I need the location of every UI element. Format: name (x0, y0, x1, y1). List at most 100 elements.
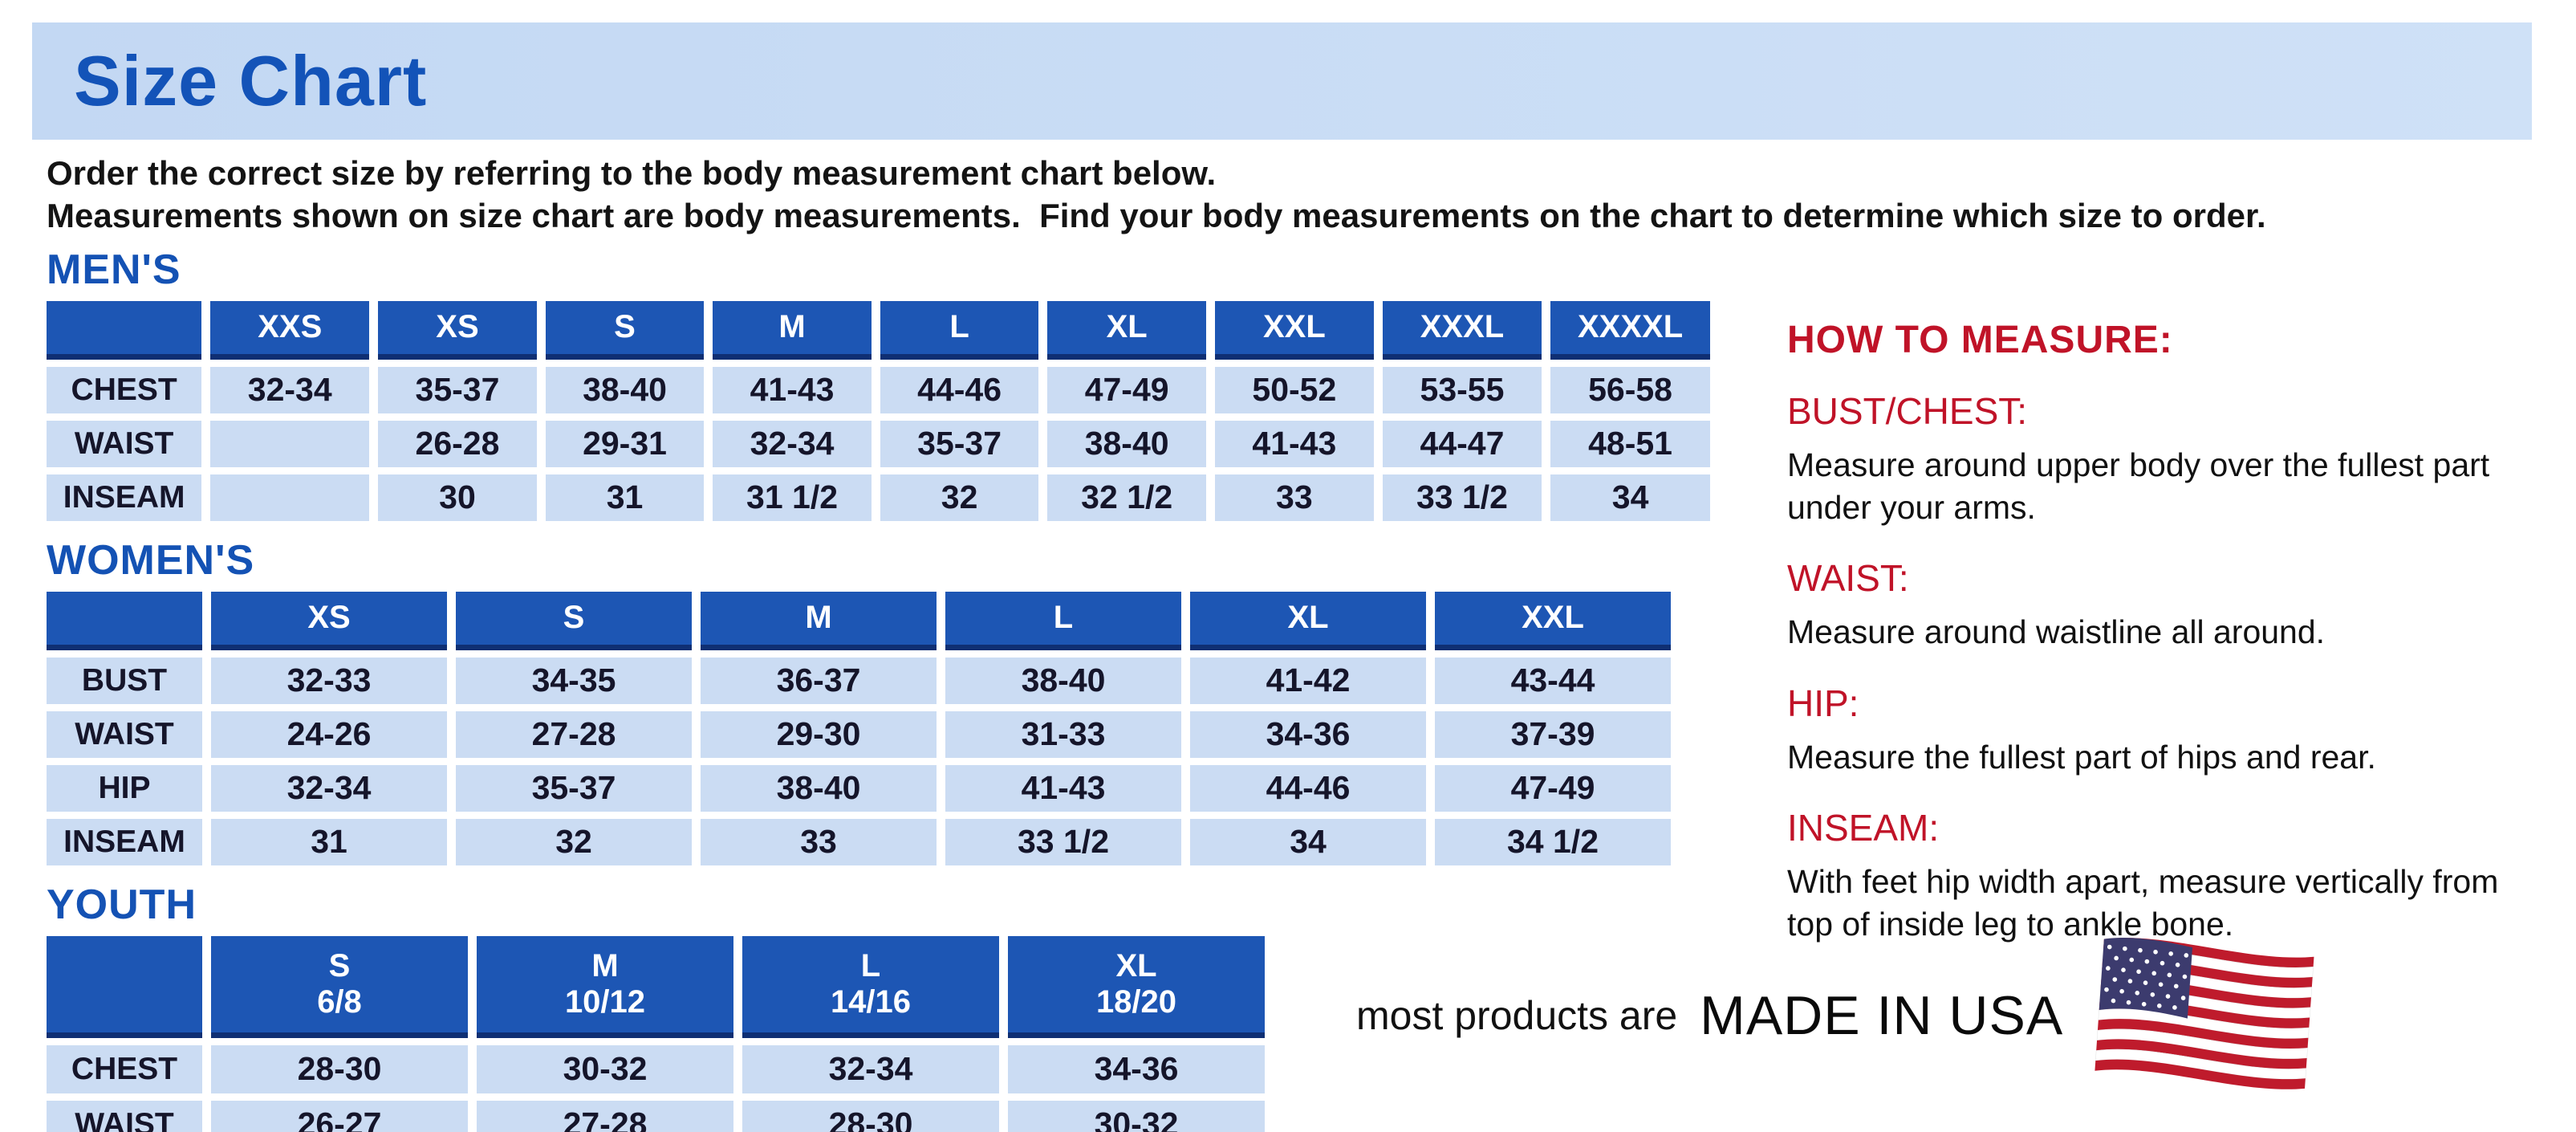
size-value-cell: 34-35 (456, 657, 692, 704)
size-value-cell: 27-28 (477, 1100, 733, 1132)
flag-star (2159, 982, 2164, 987)
size-value-cell: 34 1/2 (1435, 818, 1671, 865)
measurement-row-label: CHEST (47, 366, 202, 413)
flag-star (2104, 987, 2110, 992)
made-in-usa-footer: most products are MADE IN USA (1356, 919, 2326, 1112)
size-value-cell: 38-40 (945, 657, 1181, 704)
measurement-row-label: CHEST (47, 1044, 202, 1093)
mens-header-row: XXS XS S M L XL XXL XXXL XXXXL (47, 300, 1710, 360)
size-value-cell: 53-55 (1382, 366, 1542, 413)
inseam-label: INSEAM: (1787, 807, 1940, 849)
size-value-cell: 32-34 (742, 1044, 999, 1093)
size-value-cell: 32-34 (713, 420, 872, 467)
measurement-row-label: WAIST (47, 420, 202, 467)
inseam-instructions: With feet hip width apart, measure verti… (1787, 863, 2499, 943)
flag-star (2142, 1001, 2147, 1007)
flag-star (2144, 959, 2150, 964)
size-column-header: XXS (210, 300, 370, 360)
main-content: MEN'S XXS XS S M L XL XXL XXXL XXXXL CHEST 32-34 35… (0, 238, 2576, 1132)
size-column-header: M (713, 300, 872, 360)
flag-star (2172, 1005, 2177, 1010)
table-row: CHEST 28-30 30-32 32-34 34-36 (47, 1044, 1265, 1093)
table-row: WAIST 26-27 27-28 28-30 30-32 (47, 1100, 1265, 1132)
size-value-cell: 37-39 (1435, 711, 1671, 758)
size-value-cell: 38-40 (701, 764, 937, 812)
size-value-cell: 33 1/2 (945, 818, 1181, 865)
flag-star (2121, 967, 2127, 972)
size-column-header: XXL (1214, 300, 1374, 360)
size-column-header: L (880, 300, 1039, 360)
size-value-cell: 33 (1214, 474, 1374, 521)
page-title: Size Chart (74, 41, 428, 120)
flag-star (2165, 994, 2171, 999)
flag-star (2151, 971, 2157, 976)
measurement-row-label: HIP (47, 764, 202, 812)
table-row: WAIST 24-26 27-28 29-30 31-33 34-36 37-39 (47, 711, 1671, 758)
measurement-row-label: WAIST (47, 711, 202, 758)
flag-star (2138, 947, 2143, 953)
table-row: CHEST 32-34 35-37 38-40 41-43 44-46 47-49 50-52… (47, 366, 1710, 413)
size-column-header: S 6/8 (211, 935, 468, 1038)
size-value-cell: 48-51 (1550, 420, 1710, 467)
flag-star (2181, 996, 2186, 1000)
size-column-header: XS (378, 300, 537, 360)
made-in-usa-text: MADE IN USA (1700, 985, 2064, 1046)
measurement-row-label: INSEAM (47, 474, 202, 521)
bust-chest-label: BUST/CHEST: (1787, 389, 2028, 432)
size-value-cell: 35-37 (378, 366, 537, 413)
flag-stripe (2098, 1019, 2309, 1049)
flag-star (2143, 980, 2148, 986)
size-value-cell: 29-31 (545, 420, 705, 467)
hip-instructions: Measure the fullest part of hips and rea… (1787, 738, 2376, 776)
size-column-header: XXXL (1382, 300, 1542, 360)
intro-text: Order the correct size by referring to t… (47, 153, 2560, 238)
size-value-cell: 32-34 (210, 366, 370, 413)
flag-stripe (2095, 1059, 2306, 1089)
youth-header-row: S 6/8 M 10/12 L 14/16 XL 18/20 (47, 935, 1265, 1038)
waist-instructions: Measure around waistline all around. (1787, 613, 2326, 651)
size-value-cell: 36-37 (701, 657, 937, 704)
footer-prefix-text: most products are (1356, 993, 1678, 1038)
size-value-cell: 32 (456, 818, 692, 865)
mens-size-table: XXS XS S M L XL XXL XXXL XXXXL CHEST 32-34 35-37 38-… (38, 294, 1719, 528)
flag-star (2150, 992, 2155, 997)
flag-star (2107, 944, 2112, 950)
flag-star (2184, 953, 2189, 958)
size-value-cell: 28-30 (742, 1100, 999, 1132)
size-tables-column: MEN'S XXS XS S M L XL XXL XXXL XXXXL CHEST 32-34 35… (0, 238, 1719, 1132)
size-value-cell: 41-43 (713, 366, 872, 413)
size-value-cell: 29-30 (701, 711, 937, 758)
intro-line-1: Order the correct size by referring to t… (47, 154, 1217, 192)
flag-star (2160, 960, 2165, 966)
table-row: INSEAM 31 32 33 33 1/2 34 34 1/2 (47, 818, 1671, 865)
how-to-measure-column: HOW TO MEASURE: BUST/CHEST: Measure arou… (1719, 238, 2576, 947)
size-column-header: M 10/12 (477, 935, 733, 1038)
size-column-header: L (945, 591, 1181, 650)
size-column-header: XXL (1435, 591, 1671, 650)
size-value-cell: 41-42 (1190, 657, 1426, 704)
size-value-cell: 41-43 (1214, 420, 1374, 467)
youth-size-table: S 6/8 M 10/12 L 14/16 XL 18/20 CHEST 28-30 30-32 32… (38, 929, 1274, 1132)
size-value-cell: 35-37 (880, 420, 1039, 467)
size-value-cell: 44-46 (1190, 764, 1426, 812)
size-value-cell: 47-49 (1047, 366, 1206, 413)
size-value-cell: 56-58 (1550, 366, 1710, 413)
size-value-cell: 31 (211, 818, 447, 865)
flag-star (2176, 963, 2180, 967)
measurement-row-label: INSEAM (47, 818, 202, 865)
empty-header-cell (47, 935, 202, 1038)
size-column-header: S (456, 591, 692, 650)
flag-star (2174, 983, 2179, 989)
size-value-cell: 32-33 (211, 657, 447, 704)
size-value-cell: 38-40 (1047, 420, 1206, 467)
measurement-row-label: BUST (47, 657, 202, 704)
table-row: WAIST 26-28 29-31 32-34 35-37 38-40 41-43 44-47… (47, 420, 1710, 467)
size-column-header: XS (211, 591, 447, 650)
flag-star (2112, 977, 2118, 982)
flag-star (2157, 1004, 2162, 1008)
flag-star (2114, 955, 2119, 961)
size-value-cell: 34 (1550, 474, 1710, 521)
flag-star (2127, 979, 2133, 983)
intro-line-2: Measurements shown on size chart are bod… (47, 196, 2266, 234)
